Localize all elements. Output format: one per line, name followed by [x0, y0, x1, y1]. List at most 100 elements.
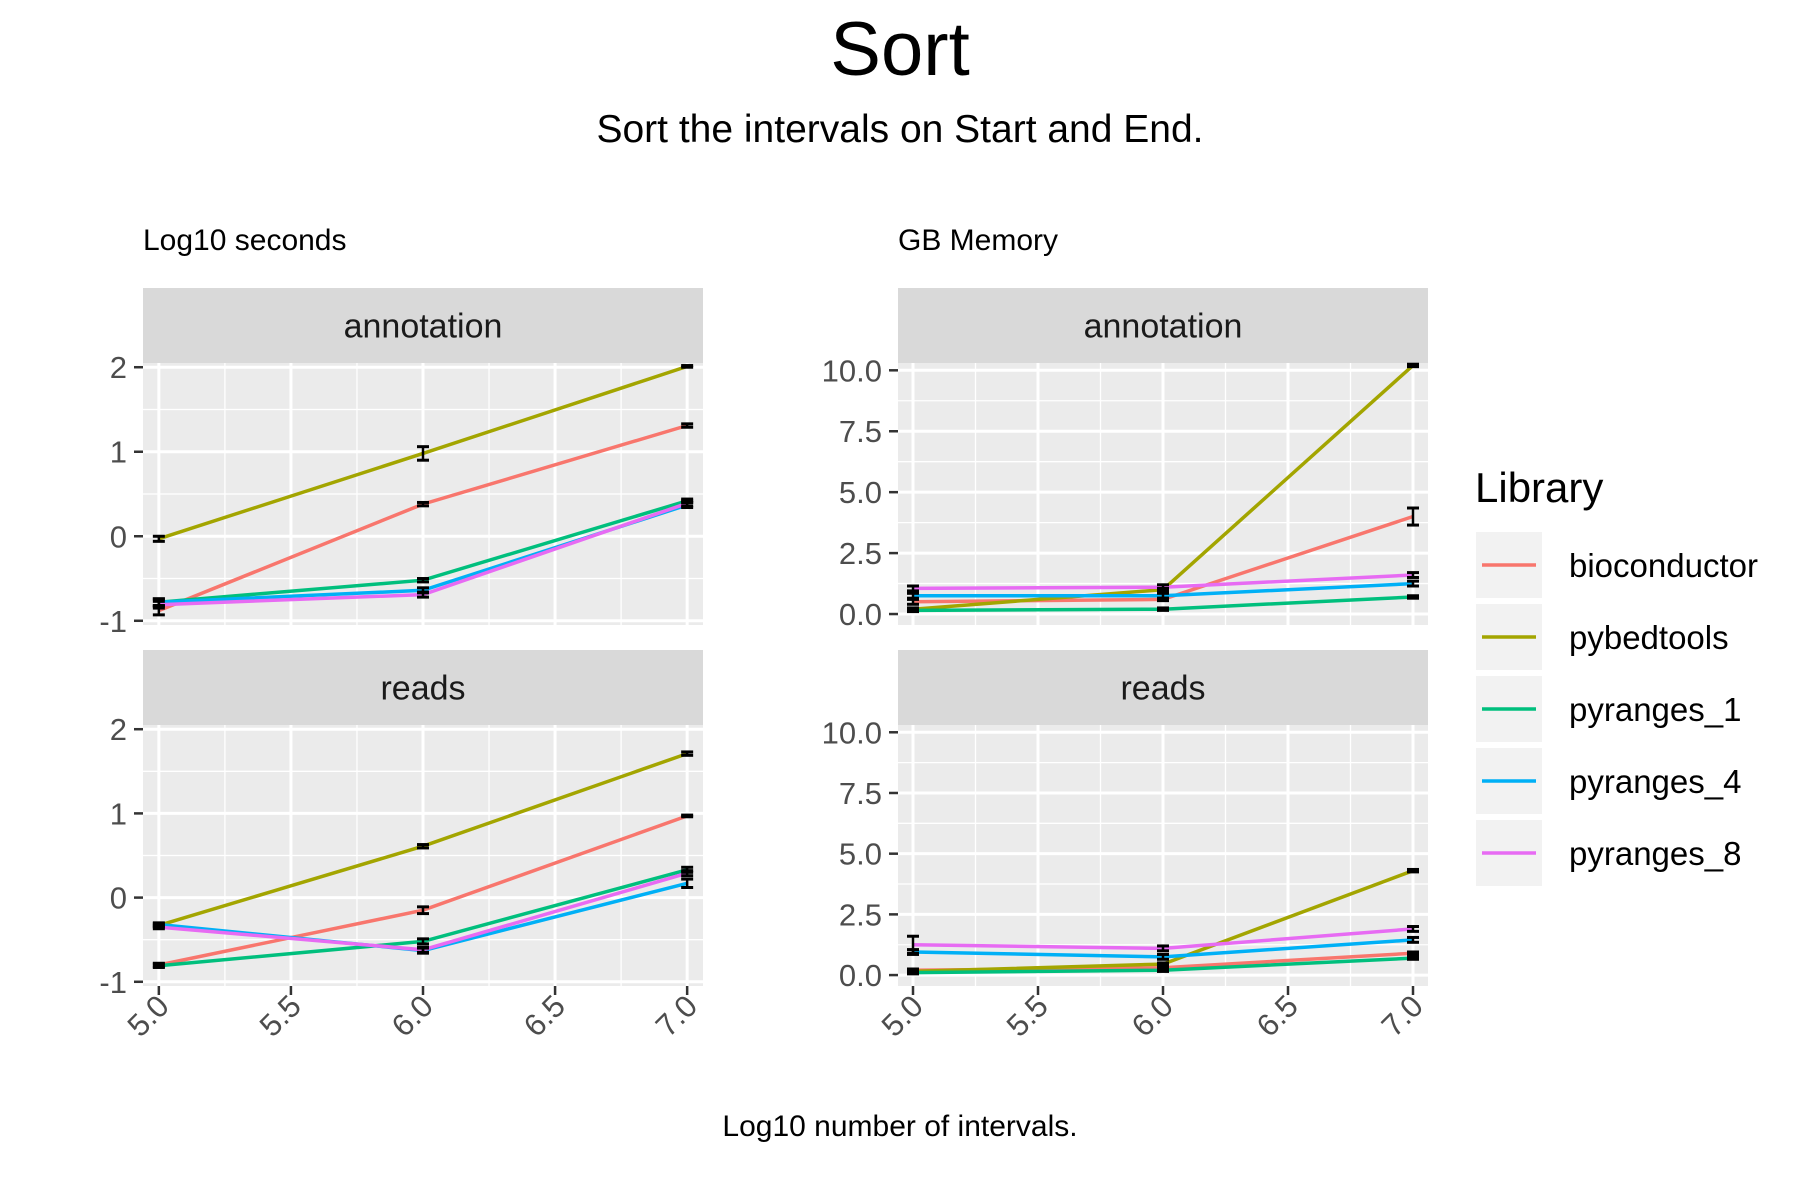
- facet-panel: annotation -1 0 1 2: [99, 288, 703, 639]
- legend-item-pyranges_4: pyranges_4: [1476, 748, 1741, 814]
- error-bar-bioconductor: [417, 905, 429, 916]
- error-bar-pyranges_4: [681, 877, 694, 889]
- facet-strip: [143, 650, 703, 725]
- error-bar-pyranges_4: [1157, 591, 1169, 600]
- y-tick-label: 5.0: [839, 475, 882, 510]
- error-bar-pyranges_8: [1407, 925, 1419, 933]
- y-tick-label: 2: [110, 712, 127, 747]
- error-bar-pybedtools: [417, 445, 429, 462]
- x-tick-label: 7.0: [649, 988, 704, 1043]
- y-tick-label: 2.5: [839, 897, 882, 932]
- y-tick-label: 0: [110, 519, 127, 554]
- error-bar-pyranges_8: [907, 934, 919, 955]
- error-bar-pyranges_1: [1407, 955, 1419, 961]
- error-bar-pyranges_4: [907, 591, 919, 600]
- chart-1: GB Memory annotation 0.0 2.5 5.0 7.5 10.0 reads…: [822, 224, 1430, 1043]
- legend-label: pyranges_1: [1569, 691, 1741, 728]
- legend-title: Library: [1475, 464, 1603, 511]
- error-bar-bioconductor: [681, 813, 694, 819]
- error-bar-pyranges_1: [1157, 606, 1169, 612]
- error-bar-pyranges_4: [1157, 952, 1169, 961]
- x-tick-label: 6.5: [517, 988, 572, 1043]
- error-bar-pyranges_8: [1157, 944, 1169, 953]
- x-tick-label: 7.0: [1375, 988, 1430, 1043]
- y-tick-label: 1: [110, 796, 127, 831]
- legend-label: pyranges_4: [1569, 763, 1741, 800]
- x-tick-label: 6.5: [1250, 988, 1305, 1043]
- error-bar-pybedtools: [681, 364, 694, 369]
- chart-subtitle: Sort the intervals on Start and End.: [596, 108, 1204, 151]
- y-tick-label: -1: [99, 965, 127, 1000]
- error-bar-pyranges_4: [1407, 935, 1419, 944]
- error-bar-pyranges_8: [907, 584, 919, 593]
- y-tick-label: 7.5: [839, 414, 882, 449]
- chart-title: Sort: [830, 7, 970, 92]
- x-tick-label: 5.5: [253, 988, 308, 1043]
- error-bar-bioconductor: [1407, 506, 1419, 527]
- x-tick-label: 5.0: [875, 988, 930, 1043]
- legend-item-pyranges_8: pyranges_8: [1476, 820, 1741, 886]
- error-bar-pyranges_8: [1407, 571, 1419, 579]
- subplot-title: GB Memory: [898, 224, 1058, 257]
- legend: Library bioconductor pybedtools pyranges_1p…: [1475, 464, 1758, 886]
- x-axis-label: Log10 number of intervals.: [722, 1110, 1078, 1143]
- legend-item-pybedtools: pybedtools: [1476, 604, 1729, 670]
- legend-item-bioconductor: bioconductor: [1476, 532, 1758, 598]
- y-tick-label: 10.0: [822, 353, 882, 388]
- facet-panel: reads 0.0 2.5 5.0 7.5 10.0 5.0 5.5 6.0 6.5 7.0: [822, 650, 1430, 1043]
- error-bar-pybedtools: [152, 534, 165, 543]
- chart-0: Log10 seconds annotation -1 0 1 2 reads -1 0 1 2 5.…: [99, 224, 704, 1043]
- legend-item-pyranges_1: pyranges_1: [1476, 676, 1741, 742]
- error-bar-pyranges_1: [152, 962, 165, 969]
- error-bar-pyranges_8: [1157, 583, 1169, 592]
- error-bar-pyranges_8: [681, 499, 694, 508]
- error-bar-pyranges_8: [417, 945, 429, 954]
- y-tick-label: 1: [110, 435, 127, 470]
- error-bar-pyranges_1: [1407, 594, 1419, 600]
- x-tick-label: 5.0: [121, 988, 176, 1043]
- error-bar-pybedtools: [1407, 867, 1419, 874]
- y-tick-label: 10.0: [822, 715, 882, 750]
- error-bar-bioconductor: [681, 422, 694, 429]
- error-bar-bioconductor: [1407, 950, 1419, 956]
- error-bar-pyranges_1: [417, 937, 429, 946]
- y-tick-label: -1: [99, 604, 127, 639]
- error-bar-pyranges_4: [1407, 579, 1419, 588]
- error-bar-pybedtools: [1407, 362, 1419, 369]
- legend-label: bioconductor: [1569, 547, 1758, 584]
- error-bar-pyranges_1: [1157, 967, 1169, 973]
- facet-strip-label: annotation: [344, 308, 503, 346]
- y-tick-label: 0.0: [839, 597, 882, 632]
- error-bar-pyranges_8: [681, 869, 694, 878]
- error-bar-bioconductor: [417, 500, 429, 508]
- facet-strip-label: reads: [1120, 670, 1205, 708]
- error-bar-pyranges_8: [417, 590, 429, 599]
- error-bar-pyranges_8: [152, 923, 165, 931]
- facet-strip-label: reads: [380, 670, 465, 708]
- x-tick-label: 6.0: [385, 988, 440, 1043]
- facet-strip: [898, 650, 1428, 725]
- error-bar-pybedtools: [681, 750, 694, 757]
- y-tick-label: 2: [110, 350, 127, 385]
- y-tick-label: 0.0: [839, 958, 882, 993]
- error-bar-pyranges_1: [907, 969, 919, 976]
- error-bar-pybedtools: [417, 843, 429, 850]
- x-tick-label: 5.5: [1000, 988, 1055, 1043]
- subplot-title: Log10 seconds: [143, 224, 347, 257]
- error-bar-pybedtools: [1157, 961, 1169, 967]
- facet-panel: annotation 0.0 2.5 5.0 7.5 10.0: [822, 288, 1428, 632]
- error-bar-pyranges_1: [907, 607, 919, 614]
- y-tick-label: 2.5: [839, 536, 882, 571]
- facet-strip: [143, 288, 703, 363]
- facet-strip: [898, 288, 1428, 363]
- y-tick-label: 0: [110, 881, 127, 916]
- legend-label: pybedtools: [1569, 619, 1729, 656]
- error-bar-pyranges_1: [417, 577, 429, 584]
- y-tick-label: 7.5: [839, 776, 882, 811]
- facet-panel: reads -1 0 1 2 5.0 5.5 6.0 6.5 7.0: [99, 650, 704, 1043]
- facet-strip-label: annotation: [1084, 308, 1243, 346]
- y-tick-label: 5.0: [839, 837, 882, 872]
- legend-label: pyranges_8: [1569, 835, 1741, 872]
